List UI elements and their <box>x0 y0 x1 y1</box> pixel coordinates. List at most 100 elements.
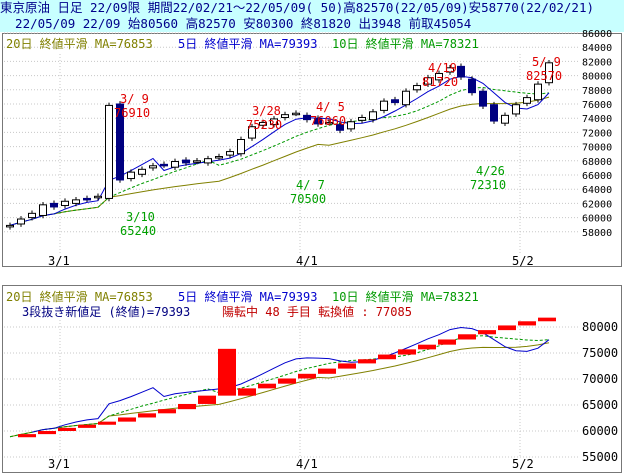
price-tick: 75000 <box>582 346 618 360</box>
kagi-status: 陽転中 48 手目 転換値 : 77085 <box>222 304 412 319</box>
ma5-line <box>9 75 550 226</box>
step-block <box>78 424 96 428</box>
candle-body <box>116 103 124 181</box>
step-block <box>138 413 156 418</box>
candle-body <box>259 121 267 126</box>
price-tick: 72000 <box>582 128 612 139</box>
candle-body <box>50 202 58 208</box>
candle-body <box>94 195 102 199</box>
bottom-legend-ma10: 10日 終値平滑 MA=78321 <box>332 289 479 304</box>
candle-body <box>457 65 465 78</box>
step-block <box>298 373 316 379</box>
step-block <box>198 395 216 404</box>
candle-body <box>347 121 355 130</box>
annotation-date: 3/ 9 <box>120 92 149 106</box>
step-block <box>498 325 516 331</box>
step-block <box>478 330 496 335</box>
annotation-date: 3/10 <box>126 210 155 224</box>
candle-body <box>105 104 113 199</box>
candle-body <box>490 104 498 122</box>
price-tick: 74000 <box>582 114 612 125</box>
step-block <box>118 417 136 422</box>
price-tick: 64000 <box>582 185 612 196</box>
annotation-date: 4/19 <box>428 61 457 75</box>
bottom-legend-ma5: 5日 終値平滑 MA=79393 <box>178 289 317 304</box>
step-block <box>218 348 236 396</box>
candle-body <box>523 97 531 104</box>
candle-body <box>83 197 91 201</box>
step-block <box>418 344 436 350</box>
candle-body <box>28 212 36 219</box>
candlestick-panel[interactable] <box>2 33 622 267</box>
candle-body <box>17 218 25 225</box>
price-tick: 60000 <box>582 424 618 438</box>
candle-body <box>391 99 399 104</box>
price-tick: 76000 <box>582 100 612 111</box>
price-tick: 65000 <box>582 398 618 412</box>
price-tick: 78000 <box>582 86 612 97</box>
candle-body <box>358 116 366 121</box>
annotation-date: 4/ 7 <box>296 178 325 192</box>
candlesticks <box>6 59 553 230</box>
candle-body <box>402 90 410 106</box>
candle-body <box>248 126 256 139</box>
candle-body <box>314 117 322 125</box>
candle-body <box>226 151 234 156</box>
candle-body <box>336 124 344 131</box>
step-block <box>318 368 336 374</box>
candle-body <box>149 165 157 169</box>
step-block <box>18 434 36 438</box>
kagi-panel[interactable] <box>2 285 622 473</box>
annotation-value: 76910 <box>114 106 150 120</box>
step-block <box>458 334 476 340</box>
step-block <box>238 388 256 396</box>
step-block <box>438 339 456 345</box>
candle-body <box>281 114 289 118</box>
xlabel-bot-2: 5/2 <box>512 457 534 471</box>
bottom-ma10-line <box>9 335 550 438</box>
chart-title-bar: 東京原油 日足 22/09限 期間22/02/21～22/05/09( 50)高… <box>0 0 624 16</box>
step-block <box>358 359 376 364</box>
step-block <box>278 378 296 384</box>
step-block <box>158 409 176 414</box>
annotation-value: 70500 <box>290 192 326 206</box>
candle-body <box>380 100 388 111</box>
xlabel-top-1: 4/1 <box>296 254 318 268</box>
price-tick: 66000 <box>582 171 612 182</box>
three-line-break-blocks <box>18 317 556 438</box>
annotation-value: 72310 <box>470 178 506 192</box>
xlabel-bot-1: 4/1 <box>296 457 318 471</box>
step-block <box>398 349 416 355</box>
candle-body <box>545 62 553 84</box>
price-tick: 68000 <box>582 157 612 168</box>
step-block <box>98 421 116 425</box>
candle-body <box>237 139 245 155</box>
candle-body <box>72 199 80 204</box>
candle-body <box>424 77 432 85</box>
xlabel-top-2: 5/2 <box>512 254 534 268</box>
xlabel-bot-0: 3/1 <box>48 457 70 471</box>
bottom-ma5-line <box>31 326 550 433</box>
candle-body <box>193 160 201 163</box>
candle-body <box>468 78 476 94</box>
candle-body <box>171 161 179 168</box>
price-tick: 62000 <box>582 199 612 210</box>
bottom-price-axis: 80000 75000 70000 65000 60000 55000 <box>582 320 618 464</box>
price-tick: 80000 <box>582 72 612 83</box>
step-block <box>38 431 56 435</box>
price-tick: 60000 <box>582 214 612 225</box>
candle-body <box>215 156 223 159</box>
annotation-date: 4/26 <box>476 164 505 178</box>
step-block <box>178 403 196 410</box>
kagi-close-label: 3段抜き新値足 (終値)=79393 <box>22 304 190 319</box>
candle-body <box>127 171 135 180</box>
top-price-axis: 86000 84000 82000 80000 78000 76000 74000 72000… <box>582 29 612 239</box>
candle-body <box>138 168 146 175</box>
candle-body <box>6 224 14 228</box>
annotation-value: 76060 <box>310 114 346 128</box>
price-tick: 70000 <box>582 143 612 154</box>
candle-body <box>160 163 168 167</box>
top-grid <box>4 32 580 254</box>
